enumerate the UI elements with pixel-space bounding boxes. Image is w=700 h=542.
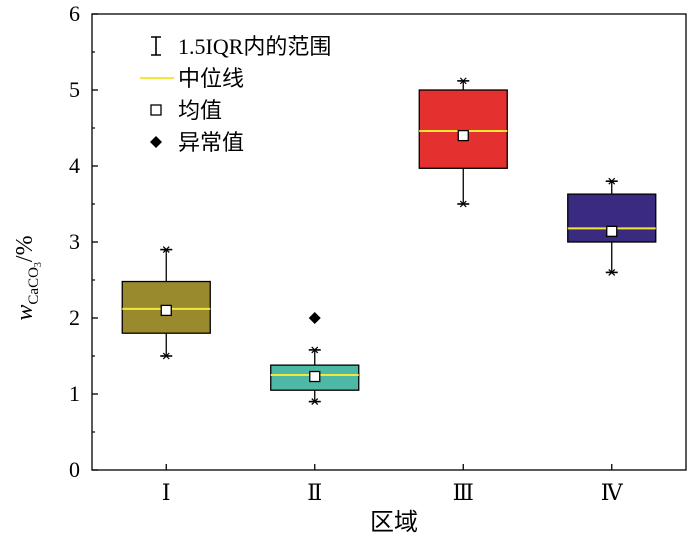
whisker-end-marker [162, 352, 170, 360]
x-tick-label: Ⅱ [307, 480, 322, 505]
box-iqr [418, 89, 508, 169]
y-tick-label: 2 [69, 305, 80, 330]
whisker-end-marker [162, 246, 170, 254]
mean-marker [606, 225, 618, 238]
y-axis-title-symbol: w [12, 305, 38, 321]
box-group [567, 177, 657, 276]
legend-label: 均值 [178, 98, 222, 123]
y-tick-label: 3 [69, 229, 80, 254]
legend-whisker-symbol [151, 36, 161, 56]
mean-marker [160, 304, 172, 317]
y-axis-title-subscript-number: 3 [33, 262, 44, 267]
legend-outlier-symbol [150, 136, 162, 148]
legend-label: 异常值 [178, 130, 244, 155]
legend-label: 中位线 [178, 66, 244, 91]
box-iqr [121, 280, 211, 334]
y-tick-label: 4 [69, 153, 80, 178]
y-axis-title-subscript: CaCO [26, 267, 42, 305]
y-axis-title-unit: /% [12, 235, 38, 262]
legend-item: 中位线 [140, 66, 244, 91]
x-tick-label: Ⅰ [162, 480, 171, 505]
box-group [270, 312, 360, 406]
box-group [418, 77, 508, 208]
box-group [121, 246, 211, 360]
outlier-marker [308, 312, 321, 324]
whisker-end-marker [459, 200, 467, 208]
x-tick-label: Ⅲ [453, 480, 474, 505]
y-tick-label: 6 [69, 1, 80, 26]
whisker-end-marker [311, 346, 319, 354]
x-axis-title: 区域 [370, 509, 418, 536]
legend-item: 1.5IQR内的范围 [151, 34, 331, 59]
y-axis-title: wCaCO3/% [12, 235, 44, 320]
whisker-end-marker [608, 268, 616, 276]
y-tick-label: 1 [69, 381, 80, 406]
boxes [121, 77, 657, 406]
whisker-end-marker [311, 398, 319, 406]
legend-mean-symbol [150, 104, 162, 116]
axes: 0 1 2 3 4 5 6 Ⅰ Ⅱ Ⅲ Ⅳ [69, 1, 687, 505]
whisker-end-marker [459, 77, 467, 85]
legend-item: 均值 [150, 98, 222, 123]
mean-marker [309, 370, 321, 383]
legend-item: 异常值 [150, 130, 244, 155]
y-tick-label: 0 [69, 457, 80, 482]
whisker-end-marker [608, 177, 616, 185]
mean-marker [457, 129, 469, 142]
legend-label: 1.5IQR内的范围 [178, 34, 331, 59]
y-tick-label: 5 [69, 77, 80, 102]
x-tick-label: Ⅳ [601, 480, 624, 505]
